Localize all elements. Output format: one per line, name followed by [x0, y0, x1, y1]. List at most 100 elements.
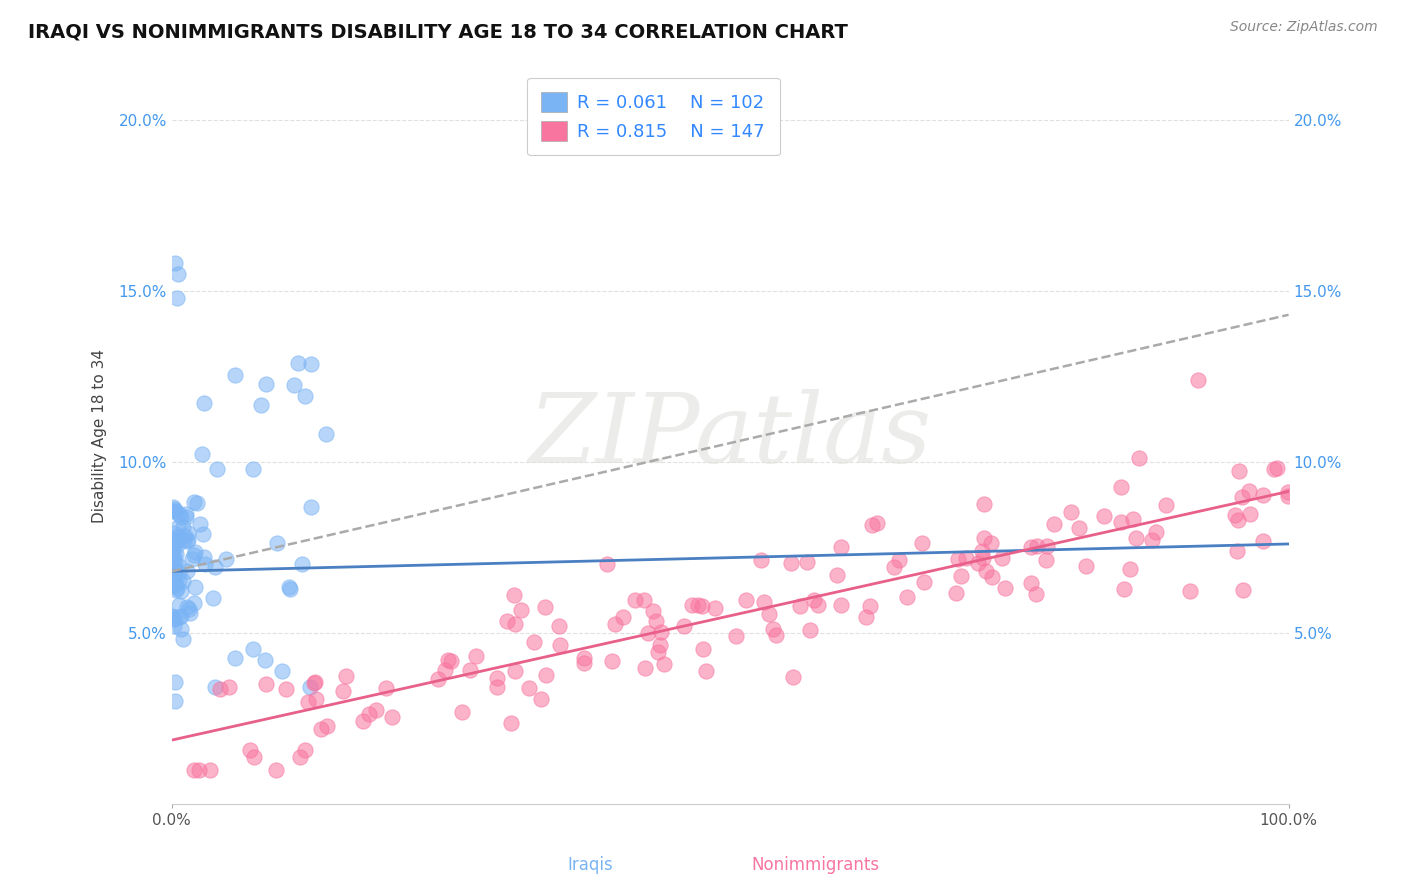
Point: [381, 710, 404, 724]
Point: [1223, 508, 1246, 523]
Point: [176, 534, 198, 549]
Point: [254, 653, 277, 667]
Point: [910, 536, 932, 550]
Point: [946, 552, 969, 566]
Point: [754, 595, 776, 609]
Point: [1232, 582, 1254, 597]
Point: [315, 719, 337, 733]
Point: [163, 694, 186, 708]
Point: [945, 586, 967, 600]
Point: [686, 599, 709, 613]
Point: [503, 664, 526, 678]
Point: [271, 664, 294, 678]
Point: [160, 577, 183, 591]
Point: [681, 599, 703, 613]
Point: [160, 541, 183, 555]
Point: [1119, 561, 1142, 575]
Point: [163, 556, 186, 570]
Point: [160, 608, 183, 623]
Point: [163, 567, 186, 582]
Point: [224, 651, 246, 665]
Y-axis label: Disability Age 18 to 34: Disability Age 18 to 34: [93, 349, 107, 524]
Point: [1265, 461, 1288, 475]
Point: [266, 536, 288, 550]
Point: [704, 601, 727, 615]
Point: [779, 556, 801, 570]
Point: [695, 664, 717, 678]
Point: [572, 657, 595, 671]
Point: [1024, 586, 1046, 600]
Point: [1122, 512, 1144, 526]
Point: [173, 533, 195, 548]
Point: [170, 622, 193, 636]
Point: [287, 356, 309, 370]
Point: [250, 398, 273, 412]
Point: [486, 680, 509, 694]
Point: [162, 612, 184, 626]
Point: [1154, 498, 1177, 512]
Point: [163, 576, 186, 591]
Point: [501, 716, 523, 731]
Point: [765, 628, 787, 642]
Point: [1092, 508, 1115, 523]
Point: [866, 516, 889, 531]
Point: [1019, 575, 1042, 590]
Point: [548, 639, 571, 653]
Point: [167, 610, 190, 624]
Point: [278, 580, 301, 594]
Point: [523, 634, 546, 648]
Point: [436, 653, 458, 667]
Point: [183, 763, 205, 777]
Point: [165, 504, 187, 518]
Point: [517, 681, 540, 696]
Point: [290, 750, 312, 764]
Point: [974, 564, 997, 578]
Point: [803, 592, 825, 607]
Point: [179, 606, 201, 620]
Point: [782, 670, 804, 684]
Point: [451, 705, 474, 719]
Legend: R = 0.061    N = 102, R = 0.815    N = 147: R = 0.061 N = 102, R = 0.815 N = 147: [527, 78, 779, 155]
Point: [1043, 517, 1066, 532]
Point: [1253, 533, 1275, 548]
Point: [304, 676, 326, 690]
Point: [375, 681, 398, 695]
Point: [167, 520, 190, 534]
Point: [166, 558, 188, 573]
Point: [283, 378, 305, 392]
Point: [191, 526, 214, 541]
Point: [335, 669, 357, 683]
Point: [647, 645, 669, 659]
Point: [204, 680, 226, 694]
Point: [204, 559, 226, 574]
Point: [264, 763, 287, 777]
Point: [799, 623, 821, 637]
Point: [859, 599, 882, 613]
Point: [427, 672, 450, 686]
Text: ZIPatlas: ZIPatlas: [529, 389, 932, 483]
Point: [254, 677, 277, 691]
Point: [177, 602, 200, 616]
Point: [173, 529, 195, 543]
Point: [972, 550, 994, 565]
Point: [177, 533, 200, 548]
Point: [215, 551, 238, 566]
Point: [1232, 490, 1254, 504]
Point: [166, 291, 188, 305]
Point: [495, 614, 517, 628]
Point: [163, 256, 186, 270]
Point: [209, 681, 232, 696]
Point: [188, 516, 211, 531]
Point: [1140, 533, 1163, 547]
Point: [163, 573, 186, 587]
Point: [1109, 515, 1132, 529]
Point: [648, 638, 671, 652]
Point: [186, 495, 208, 509]
Point: [193, 396, 215, 410]
Point: [160, 561, 183, 575]
Point: [1144, 524, 1167, 539]
Point: [167, 573, 190, 587]
Point: [299, 500, 322, 514]
Point: [734, 593, 756, 607]
Point: [633, 660, 655, 674]
